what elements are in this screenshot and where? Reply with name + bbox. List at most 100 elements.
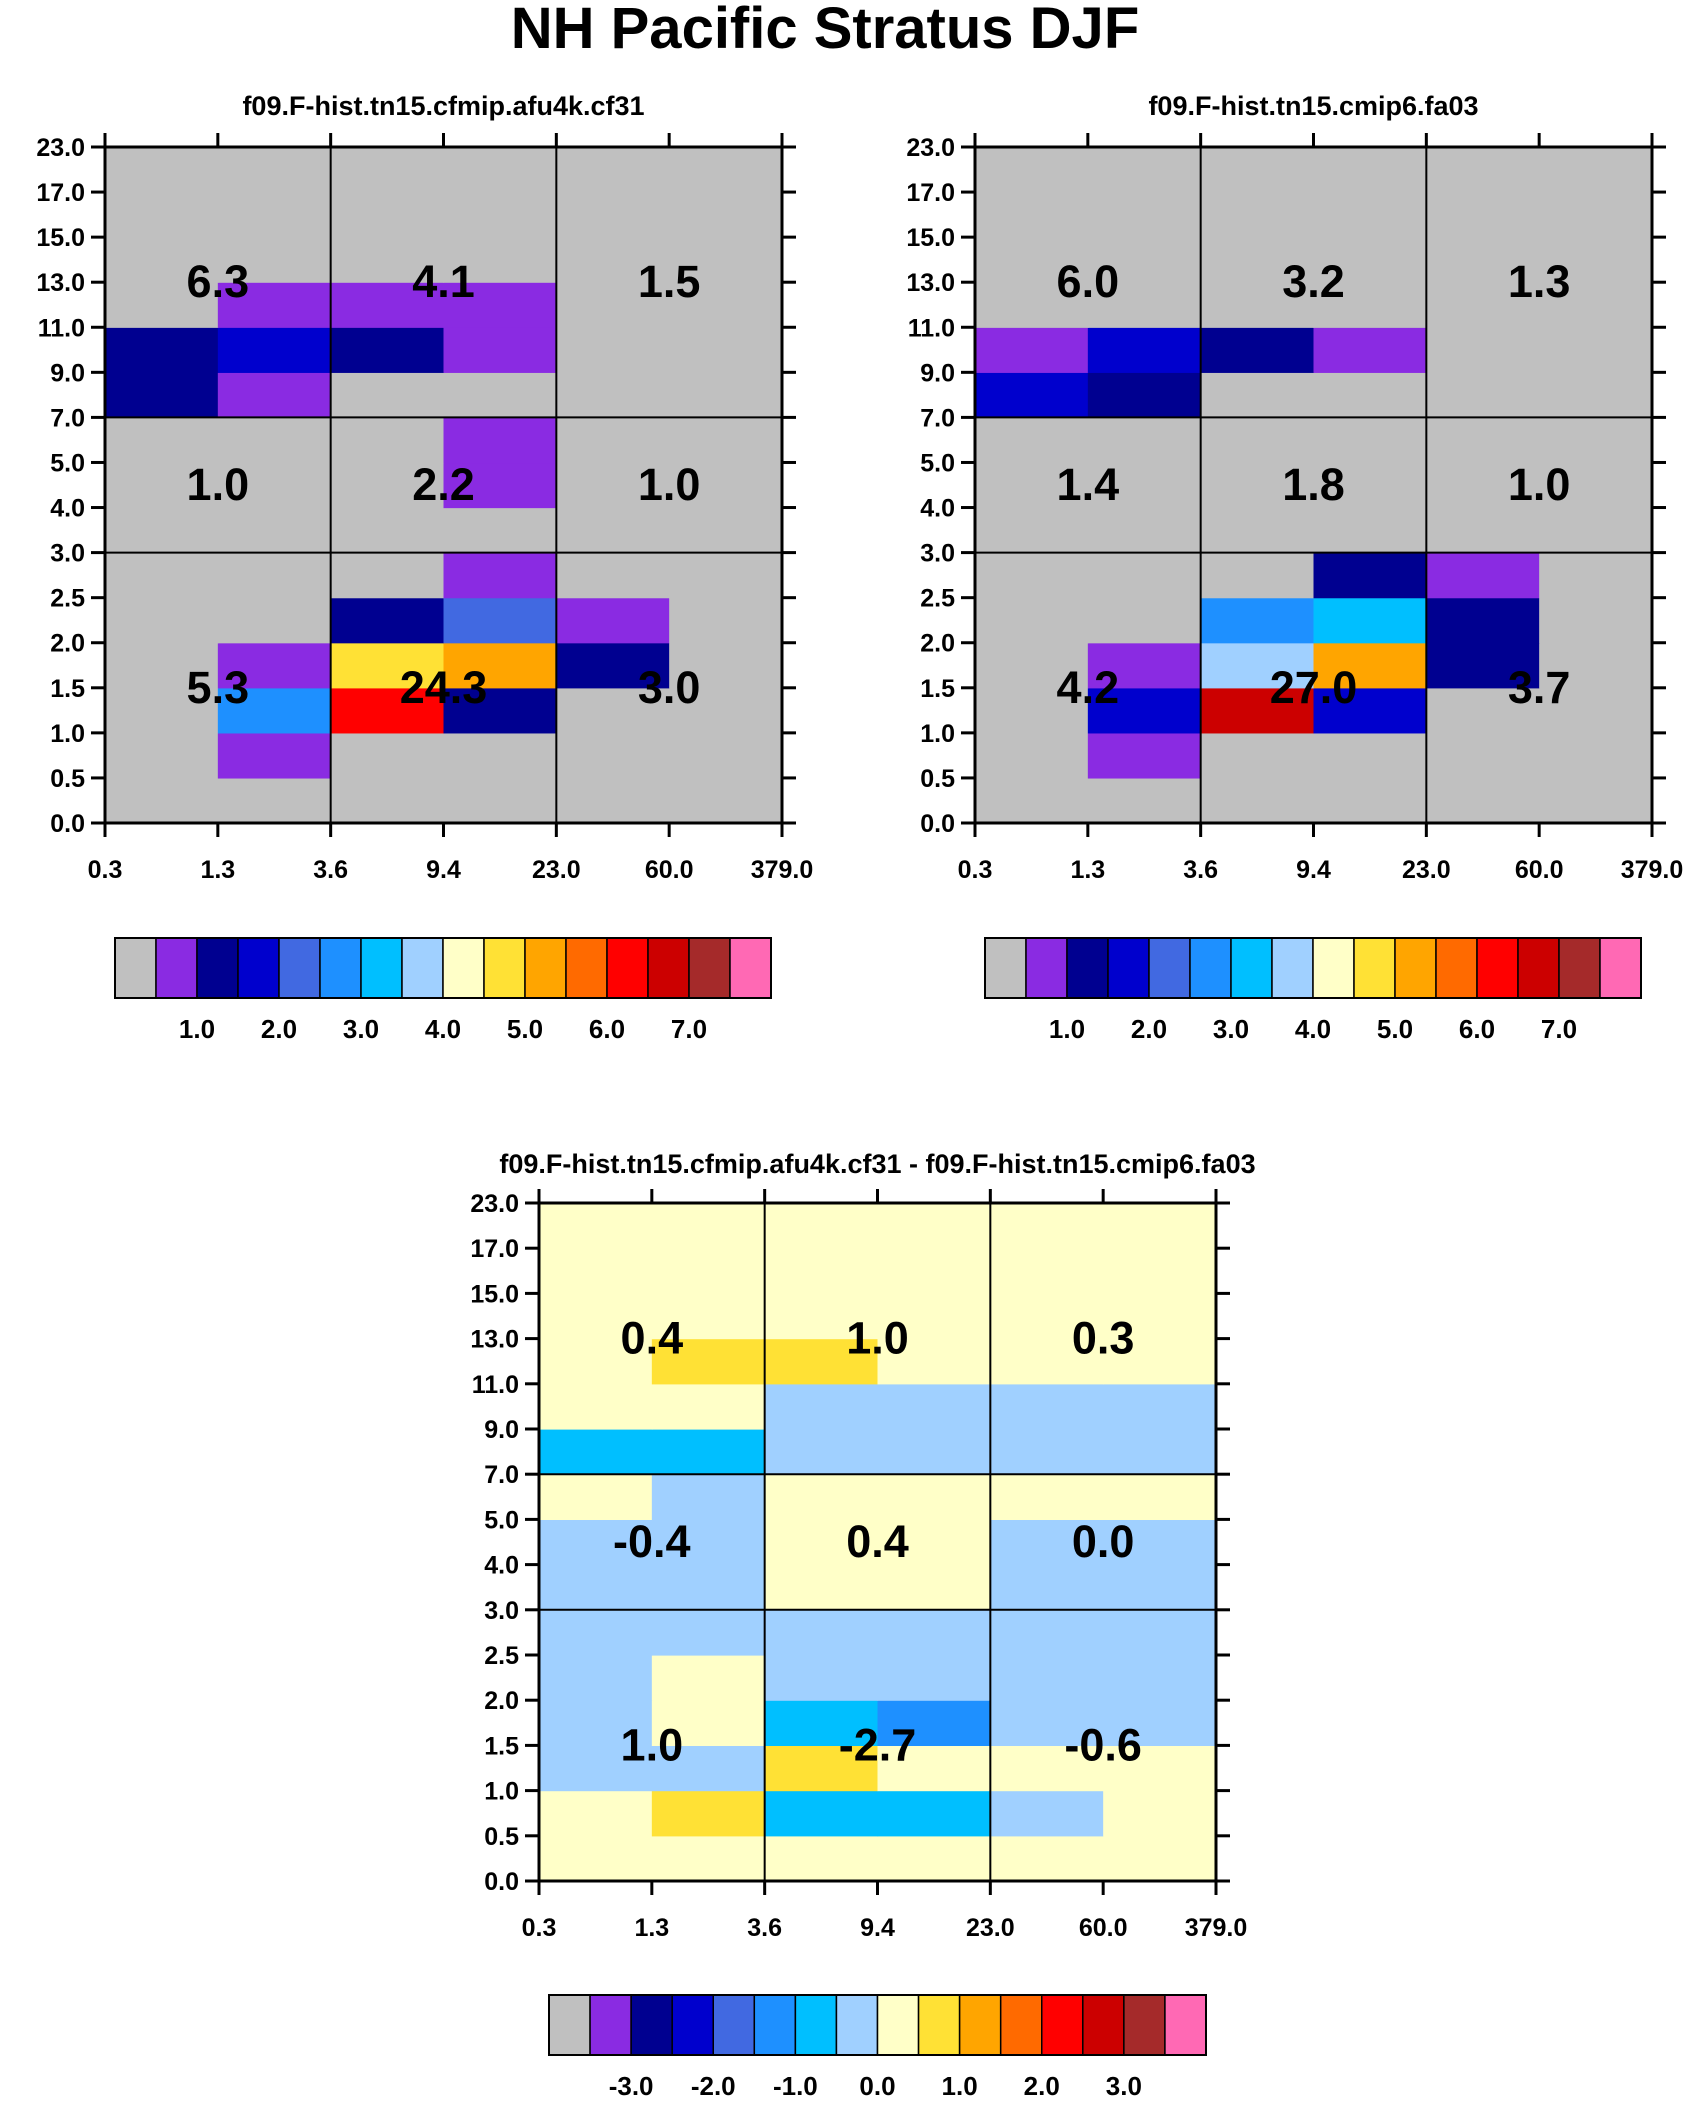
heatmap-cell <box>1103 1338 1217 1385</box>
heatmap-cell <box>539 1790 653 1837</box>
heatmap-cell <box>1426 282 1540 328</box>
heatmap-cell <box>975 192 1089 238</box>
y-tick-label: 1.5 <box>920 675 955 703</box>
heatmap-cell <box>1313 327 1427 373</box>
panel-title: f09.F-hist.tn15.cfmip.afu4k.cf31 <box>242 91 644 121</box>
figure-title: NH Pacific Stratus DJF <box>511 0 1140 61</box>
heatmap-cell <box>651 1655 766 1701</box>
heatmap-cell <box>1200 417 1315 464</box>
region-value-label: 3.0 <box>638 662 701 713</box>
colorbar-label: 1.0 <box>942 2071 978 2101</box>
heatmap-cell <box>105 147 219 193</box>
y-tick-label: 17.0 <box>906 179 955 207</box>
heatmap-cell <box>1539 507 1653 554</box>
colorbar-swatch <box>1599 937 1642 999</box>
heatmap-cell <box>651 1835 766 1882</box>
heatmap-cell <box>556 417 670 464</box>
y-tick-label: 0.0 <box>484 1868 519 1896</box>
heatmap-cell <box>764 1203 879 1249</box>
y-tick-label: 2.0 <box>50 630 85 658</box>
y-tick-label: 2.5 <box>920 585 955 613</box>
colorbar-swatch <box>1123 1994 1166 2056</box>
y-tick-label: 4.0 <box>50 495 85 523</box>
heatmap-cell <box>669 732 783 779</box>
region-value-label: 1.4 <box>1057 459 1120 510</box>
heatmap-cell <box>443 777 557 824</box>
heatmap-cell <box>990 1519 1104 1566</box>
x-tick-label: 23.0 <box>532 856 581 884</box>
heatmap-cell <box>539 1429 653 1475</box>
heatmap-cell <box>1200 237 1315 283</box>
heatmap-cell <box>1426 417 1540 464</box>
heatmap-cell <box>443 372 557 418</box>
heatmap-cell <box>1539 597 1653 644</box>
heatmap-cell <box>217 327 332 373</box>
region-value-label: 4.2 <box>1057 662 1120 713</box>
x-tick-label: 60.0 <box>1515 856 1564 884</box>
heatmap-cell <box>539 1655 653 1701</box>
region-value-label: 0.4 <box>621 1313 684 1364</box>
y-tick-label: 11.0 <box>908 314 955 342</box>
heatmap-cell <box>105 282 219 328</box>
region-value-label: 3.7 <box>1508 662 1571 713</box>
colorbar-label: 1.0 <box>179 1014 215 1044</box>
heatmap-cell <box>1087 597 1202 644</box>
heatmap-cell <box>975 507 1089 554</box>
heatmap-cell <box>877 1383 991 1430</box>
heatmap-cell <box>990 1745 1104 1792</box>
heatmap-cell <box>651 1248 766 1294</box>
heatmap-cell <box>877 1248 991 1294</box>
colorbar-swatch <box>1394 937 1437 999</box>
colorbar-swatch <box>155 937 198 999</box>
heatmap-cell <box>1103 1383 1217 1430</box>
heatmap-cell <box>877 1203 991 1249</box>
colorbar-label: 2.0 <box>1024 2071 1060 2101</box>
heatmap-cell <box>443 552 557 599</box>
region-value-label: 1.0 <box>187 459 250 510</box>
heatmap-cell <box>556 372 670 418</box>
colorbar: 1.0 2.0 3.0 4.0 5.0 6.0 7.0 <box>114 937 772 1044</box>
y-tick-label: 1.5 <box>484 1732 519 1760</box>
heatmap-cell <box>975 687 1089 734</box>
x-tick-label: 1.3 <box>634 1914 669 1942</box>
region-value-label: 1.8 <box>1282 459 1345 510</box>
y-tick-label: 13.0 <box>36 269 85 297</box>
heatmap-cell <box>1426 372 1540 418</box>
y-tick-label: 1.5 <box>50 675 85 703</box>
heatmap-cell <box>877 1790 991 1837</box>
heatmap-cell <box>556 147 670 193</box>
y-tick-label: 0.5 <box>484 1823 519 1851</box>
heatmap-cell <box>1313 507 1427 554</box>
heatmap-cell <box>330 597 445 644</box>
heatmap-cell <box>1313 777 1427 824</box>
heatmap-cell <box>651 1700 766 1746</box>
x-tick-label: 60.0 <box>645 856 694 884</box>
heatmap-cell <box>1200 372 1315 418</box>
heatmap-cell <box>1313 282 1427 328</box>
colorbar-label: 6.0 <box>589 1014 625 1044</box>
heatmap-cell <box>990 1609 1104 1656</box>
colorbar-swatch <box>589 1994 632 2056</box>
heatmap-cell <box>1313 597 1427 644</box>
panel-2: f09.F-hist.tn15.cmip6.fa03 0.3 1.3 3.6 9.4 23… <box>906 91 1683 1044</box>
colorbar-label: 3.0 <box>1213 1014 1249 1044</box>
colorbar-swatch <box>114 937 157 999</box>
x-tick-label: 379.0 <box>751 856 814 884</box>
panel-title: f09.F-hist.tn15.cfmip.afu4k.cf31 - f09.F… <box>499 1149 1255 1179</box>
y-tick-label: 5.0 <box>920 449 955 477</box>
colorbar-swatch <box>1082 1994 1125 2056</box>
heatmap-cell <box>1103 1293 1217 1340</box>
y-tick-label: 1.0 <box>50 720 85 748</box>
colorbar-label: 6.0 <box>1459 1014 1495 1044</box>
x-tick-label: 23.0 <box>966 1914 1015 1942</box>
heatmap-cell <box>669 237 783 283</box>
heatmap-cell <box>669 507 783 554</box>
heatmap-cell <box>539 1338 653 1385</box>
panel-title: f09.F-hist.tn15.cmip6.fa03 <box>1148 91 1478 121</box>
y-tick-label: 7.0 <box>50 404 85 432</box>
heatmap-cell <box>1103 1519 1217 1566</box>
heatmap-cell <box>1103 1474 1217 1520</box>
heatmap-cell <box>1200 327 1315 373</box>
heatmap-cell <box>877 1609 991 1656</box>
